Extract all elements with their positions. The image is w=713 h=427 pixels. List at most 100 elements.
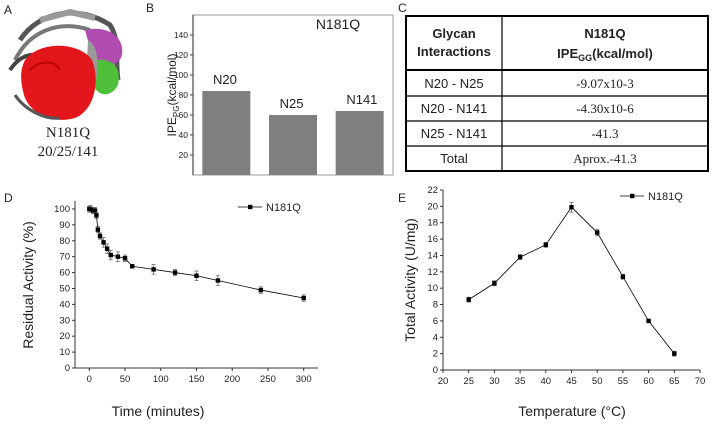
x-tick-label: 300 bbox=[296, 374, 312, 385]
panel-label: A bbox=[4, 3, 12, 17]
table-cell: Total bbox=[440, 151, 468, 166]
data-point bbox=[108, 252, 113, 258]
protein-structure bbox=[8, 8, 123, 120]
y-tick-label: 60 bbox=[179, 110, 189, 120]
panel-label: D bbox=[4, 191, 13, 205]
x-tick-label: 55 bbox=[618, 376, 629, 387]
data-point bbox=[92, 208, 98, 213]
header-part: (kcal/mol) bbox=[592, 46, 653, 61]
table-cell: -41.3 bbox=[591, 126, 618, 141]
y-tick-label: 80 bbox=[179, 90, 189, 100]
y-tick-label: 50 bbox=[59, 283, 70, 294]
table-cell: N25 - N141 bbox=[421, 126, 487, 141]
x-tick-label: 25 bbox=[463, 376, 474, 387]
table-cell: Aprox.-41.3 bbox=[573, 151, 637, 166]
y-axis-label: Total Activity (U/mg) bbox=[402, 218, 418, 342]
x-tick-label: 65 bbox=[669, 376, 680, 387]
legend-label: N181Q bbox=[266, 202, 301, 214]
y-tick-label: 100 bbox=[54, 204, 70, 215]
x-tick-label: 0 bbox=[87, 374, 92, 385]
y-tick-label: 16 bbox=[427, 234, 438, 245]
legend-marker bbox=[630, 193, 635, 199]
data-point bbox=[101, 240, 106, 245]
y-tick-label: 20 bbox=[427, 201, 438, 212]
x-tick-label: 30 bbox=[489, 376, 500, 387]
data-point bbox=[104, 246, 110, 251]
x-tick-label: 150 bbox=[189, 374, 205, 385]
bar-label: N20 bbox=[213, 72, 237, 87]
y-tick-label: 22 bbox=[427, 185, 438, 196]
x-tick-label: 50 bbox=[120, 374, 131, 385]
y-tick-label: 0 bbox=[65, 363, 70, 374]
data-point bbox=[569, 204, 574, 210]
data-point bbox=[151, 267, 156, 272]
legend-label: N181Q bbox=[648, 191, 683, 203]
panel-label: C bbox=[398, 1, 407, 15]
y-tick-label: 2 bbox=[433, 349, 438, 360]
x-tick-label: 250 bbox=[260, 374, 276, 385]
data-point bbox=[94, 213, 99, 218]
y-label-sub: PG bbox=[172, 106, 181, 118]
y-tick-label: 100 bbox=[174, 70, 188, 80]
y-tick-label: 18 bbox=[427, 218, 438, 229]
x-tick-label: 35 bbox=[515, 376, 526, 387]
bar-label: N25 bbox=[280, 96, 304, 111]
chart-title: N181Q bbox=[316, 16, 360, 32]
y-tick-label: 70 bbox=[59, 252, 70, 263]
x-axis-label: Temperature (°C) bbox=[518, 403, 626, 419]
data-point bbox=[517, 254, 523, 260]
data-point bbox=[115, 254, 121, 259]
data-point bbox=[172, 270, 178, 275]
y-tick-label: 20 bbox=[179, 150, 189, 160]
y-tick-label: 140 bbox=[174, 30, 188, 40]
x-axis-label: Time (minutes) bbox=[112, 403, 205, 419]
data-point bbox=[543, 242, 548, 248]
y-tick-label: 8 bbox=[433, 300, 438, 311]
bar bbox=[335, 111, 384, 175]
data-point bbox=[215, 278, 221, 283]
y-tick-label: 40 bbox=[59, 299, 70, 310]
header-part: IPE bbox=[557, 46, 578, 61]
x-tick-label: 45 bbox=[566, 376, 577, 387]
y-label-part: IPE bbox=[165, 117, 179, 136]
y-tick-label: 10 bbox=[59, 347, 70, 358]
structure-label: 20/25/141 bbox=[38, 144, 99, 160]
y-tick-label: 6 bbox=[433, 316, 438, 327]
table-cell: -4.30x10-6 bbox=[576, 101, 634, 116]
y-tick-label: 0 bbox=[433, 365, 438, 376]
y-axis-label: IPEPG(kcal/mol) bbox=[165, 54, 181, 137]
bar bbox=[269, 115, 317, 175]
table-header: IPEGG(kcal/mol) bbox=[557, 46, 653, 63]
y-tick-label: 120 bbox=[174, 50, 188, 60]
y-tick-label: 20 bbox=[59, 331, 70, 342]
data-point bbox=[595, 230, 600, 235]
x-tick-label: 50 bbox=[592, 376, 603, 387]
x-tick-label: 100 bbox=[153, 374, 169, 385]
data-point bbox=[194, 273, 199, 278]
data-point bbox=[301, 295, 306, 301]
table-header: N181Q bbox=[584, 26, 625, 41]
y-tick-label: 40 bbox=[179, 130, 189, 140]
x-tick-label: 40 bbox=[541, 376, 552, 387]
data-line bbox=[89, 208, 304, 299]
x-tick-label: 20 bbox=[438, 376, 449, 387]
y-tick-label: 12 bbox=[427, 267, 438, 278]
table-border bbox=[405, 15, 709, 172]
data-point bbox=[646, 318, 651, 324]
bar-label: N141 bbox=[346, 92, 377, 107]
data-point bbox=[129, 264, 135, 269]
y-tick-label: 14 bbox=[427, 250, 438, 261]
data-point bbox=[258, 287, 264, 293]
legend-marker bbox=[248, 204, 253, 210]
data-point bbox=[492, 281, 497, 286]
y-tick-label: 60 bbox=[59, 268, 70, 279]
x-tick-label: 70 bbox=[695, 376, 706, 387]
y-tick-label: 30 bbox=[59, 315, 70, 326]
panel-label: B bbox=[146, 1, 154, 15]
y-axis-label: Residual Activity (%) bbox=[20, 221, 36, 349]
table-cell: N20 - N141 bbox=[421, 101, 487, 116]
panel-label: E bbox=[398, 191, 406, 205]
bar bbox=[202, 91, 251, 175]
y-tick-label: 10 bbox=[427, 283, 438, 294]
